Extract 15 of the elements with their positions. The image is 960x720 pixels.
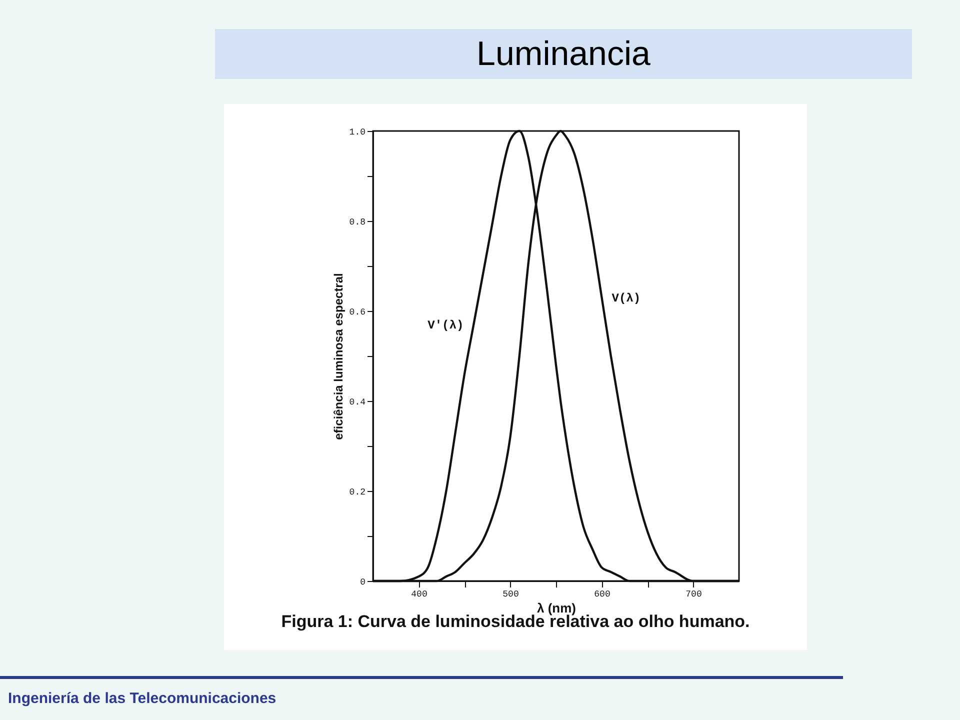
series-label: V(λ) xyxy=(612,292,641,306)
y-tick-label: 0.6 xyxy=(349,308,366,318)
y-tick-label: 0.2 xyxy=(349,488,366,498)
x-tick-label: 600 xyxy=(594,590,610,600)
chart-title: Luminancia xyxy=(215,29,912,79)
y-tick-label: 0.8 xyxy=(349,218,366,228)
text: Ingeniería de las Telecomunicaciones xyxy=(8,690,276,707)
y-tick-label: 0.4 xyxy=(349,398,366,408)
y-axis-title: eficiência luminosa espectral xyxy=(331,273,346,440)
x-tick-label: 500 xyxy=(502,590,519,600)
x-tick-label: 400 xyxy=(411,590,428,600)
y-tick-label: 1.0 xyxy=(349,128,366,138)
series-label: V'(λ) xyxy=(428,318,464,332)
x-tick-label: 700 xyxy=(686,590,702,600)
y-tick-label: 0 xyxy=(360,578,366,588)
